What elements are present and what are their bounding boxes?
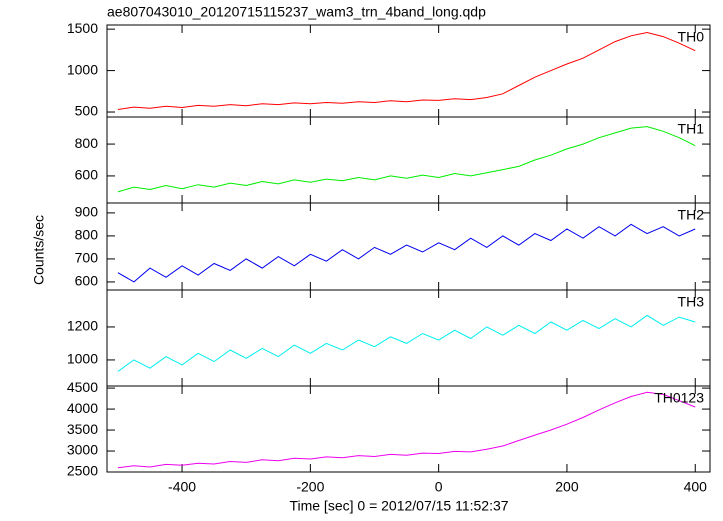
panel-label: TH0123: [654, 390, 704, 406]
y-tick-label: 4500: [67, 379, 98, 395]
data-line: [117, 126, 696, 193]
panel-label: TH2: [678, 207, 705, 223]
y-tick-label: 4000: [67, 400, 98, 416]
y-tick-label: 700: [75, 250, 99, 266]
y-tick-label: 3000: [67, 442, 98, 458]
y-tick-label: 1200: [67, 318, 98, 334]
y-axis-label: Counts/sec: [31, 215, 47, 285]
y-tick-label: 900: [75, 204, 99, 220]
y-tick-label: 800: [75, 227, 99, 243]
y-tick-label: 3500: [67, 421, 98, 437]
y-tick-label: 1000: [67, 351, 98, 367]
y-tick-label: 600: [75, 273, 99, 289]
y-tick-label: 800: [75, 135, 99, 151]
data-line: [117, 314, 696, 372]
panel-frame: [106, 24, 711, 118]
x-tick-label: 200: [555, 479, 579, 495]
y-tick-label: 1000: [67, 61, 98, 77]
x-tick-label: -400: [168, 479, 196, 495]
x-axis-label: Time [sec] 0 = 2012/07/15 11:52:37: [289, 498, 508, 514]
panel-label: TH0: [678, 29, 705, 45]
chart-title: ae807043010_20120715115237_wam3_trn_4ban…: [107, 4, 486, 20]
panel-label: TH1: [678, 121, 705, 137]
data-line: [117, 223, 696, 283]
panel-frame: [106, 202, 711, 291]
panel-frame: [106, 116, 711, 204]
panel-frame: [106, 289, 711, 387]
data-line: [117, 31, 696, 110]
panel-frame: [106, 385, 711, 473]
y-tick-label: 1500: [67, 20, 98, 36]
x-tick-label: 400: [684, 479, 708, 495]
y-tick-label: 2500: [67, 463, 98, 479]
x-tick-label: -200: [296, 479, 324, 495]
panel-label: TH3: [678, 294, 705, 310]
x-tick-label: 0: [435, 479, 443, 495]
y-tick-label: 600: [75, 167, 99, 183]
data-line: [117, 391, 696, 469]
y-tick-label: 500: [75, 103, 99, 119]
